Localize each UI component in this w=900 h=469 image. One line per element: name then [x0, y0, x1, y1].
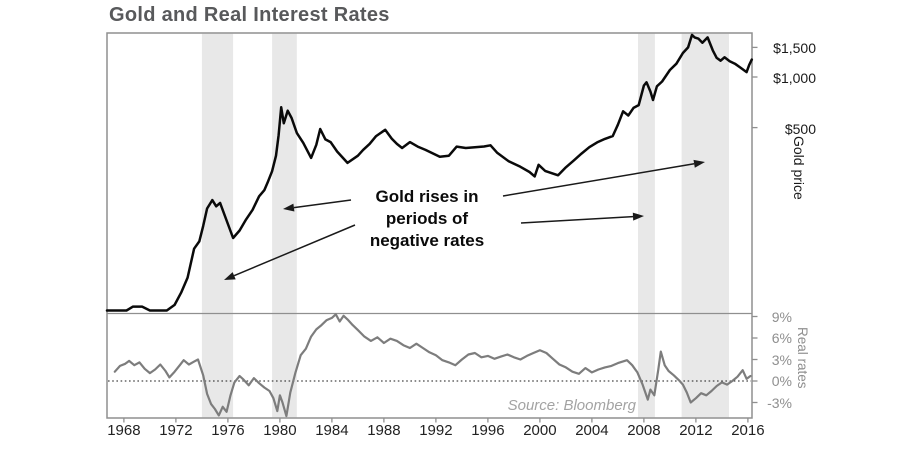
rate-tick-label: 6% — [771, 330, 792, 346]
negative-rate-band — [638, 33, 655, 418]
rates-axis-label: Real rates — [795, 327, 810, 389]
x-tick-label: 1976 — [211, 422, 245, 439]
gold-tick-label: $500 — [784, 120, 816, 137]
rate-tick-label: 0% — [771, 373, 792, 389]
x-tick-label: 1996 — [471, 422, 505, 439]
annotation-line-3: negative rates — [369, 231, 485, 250]
annotation-arrow — [520, 215, 634, 224]
x-tick-label: 2016 — [731, 422, 765, 439]
x-tick-label: 2012 — [679, 422, 713, 439]
annotation-arrowhead — [283, 203, 295, 212]
x-tick-label: 2008 — [627, 422, 661, 439]
x-tick-label: 1988 — [367, 422, 401, 439]
gold-tick-label: $1,000 — [773, 70, 816, 86]
x-tick-label: 1968 — [107, 422, 141, 439]
annotation-arrow — [293, 199, 352, 209]
annotation-arrow — [502, 163, 695, 197]
negative-rate-band — [272, 33, 297, 418]
x-tick-label: 1972 — [159, 422, 193, 439]
annotation-negative-rates: Gold rises in periods of negative rates — [327, 186, 527, 252]
x-tick-label: 2004 — [575, 422, 609, 439]
gold-tick-label: $1,500 — [773, 40, 816, 57]
annotation-line-1: Gold rises in — [375, 187, 479, 206]
source-note: Source: Bloomberg — [507, 397, 636, 414]
x-tick-label: 2000 — [523, 422, 557, 439]
rate-tick-label: 3% — [771, 351, 792, 368]
annotation-arrowhead — [632, 212, 644, 221]
annotation-arrowhead — [693, 159, 705, 168]
plot-border — [106, 32, 753, 419]
chart-title: Gold and Real Interest Rates — [109, 4, 390, 26]
rate-tick-label: -3% — [767, 394, 792, 411]
gold-price-line — [105, 33, 754, 312]
annotation-arrow — [233, 224, 356, 277]
rate-tick-label: 9% — [771, 308, 792, 325]
real-rates-line — [113, 313, 752, 418]
x-tick-label: 1992 — [419, 422, 453, 439]
negative-rate-band — [681, 33, 729, 418]
annotation-arrowhead — [224, 272, 236, 280]
gold-axis-label: Gold price — [791, 136, 807, 200]
x-tick-label: 1984 — [315, 422, 349, 439]
annotation-line-2: periods of — [385, 209, 469, 228]
x-tick-label: 1980 — [263, 422, 297, 439]
